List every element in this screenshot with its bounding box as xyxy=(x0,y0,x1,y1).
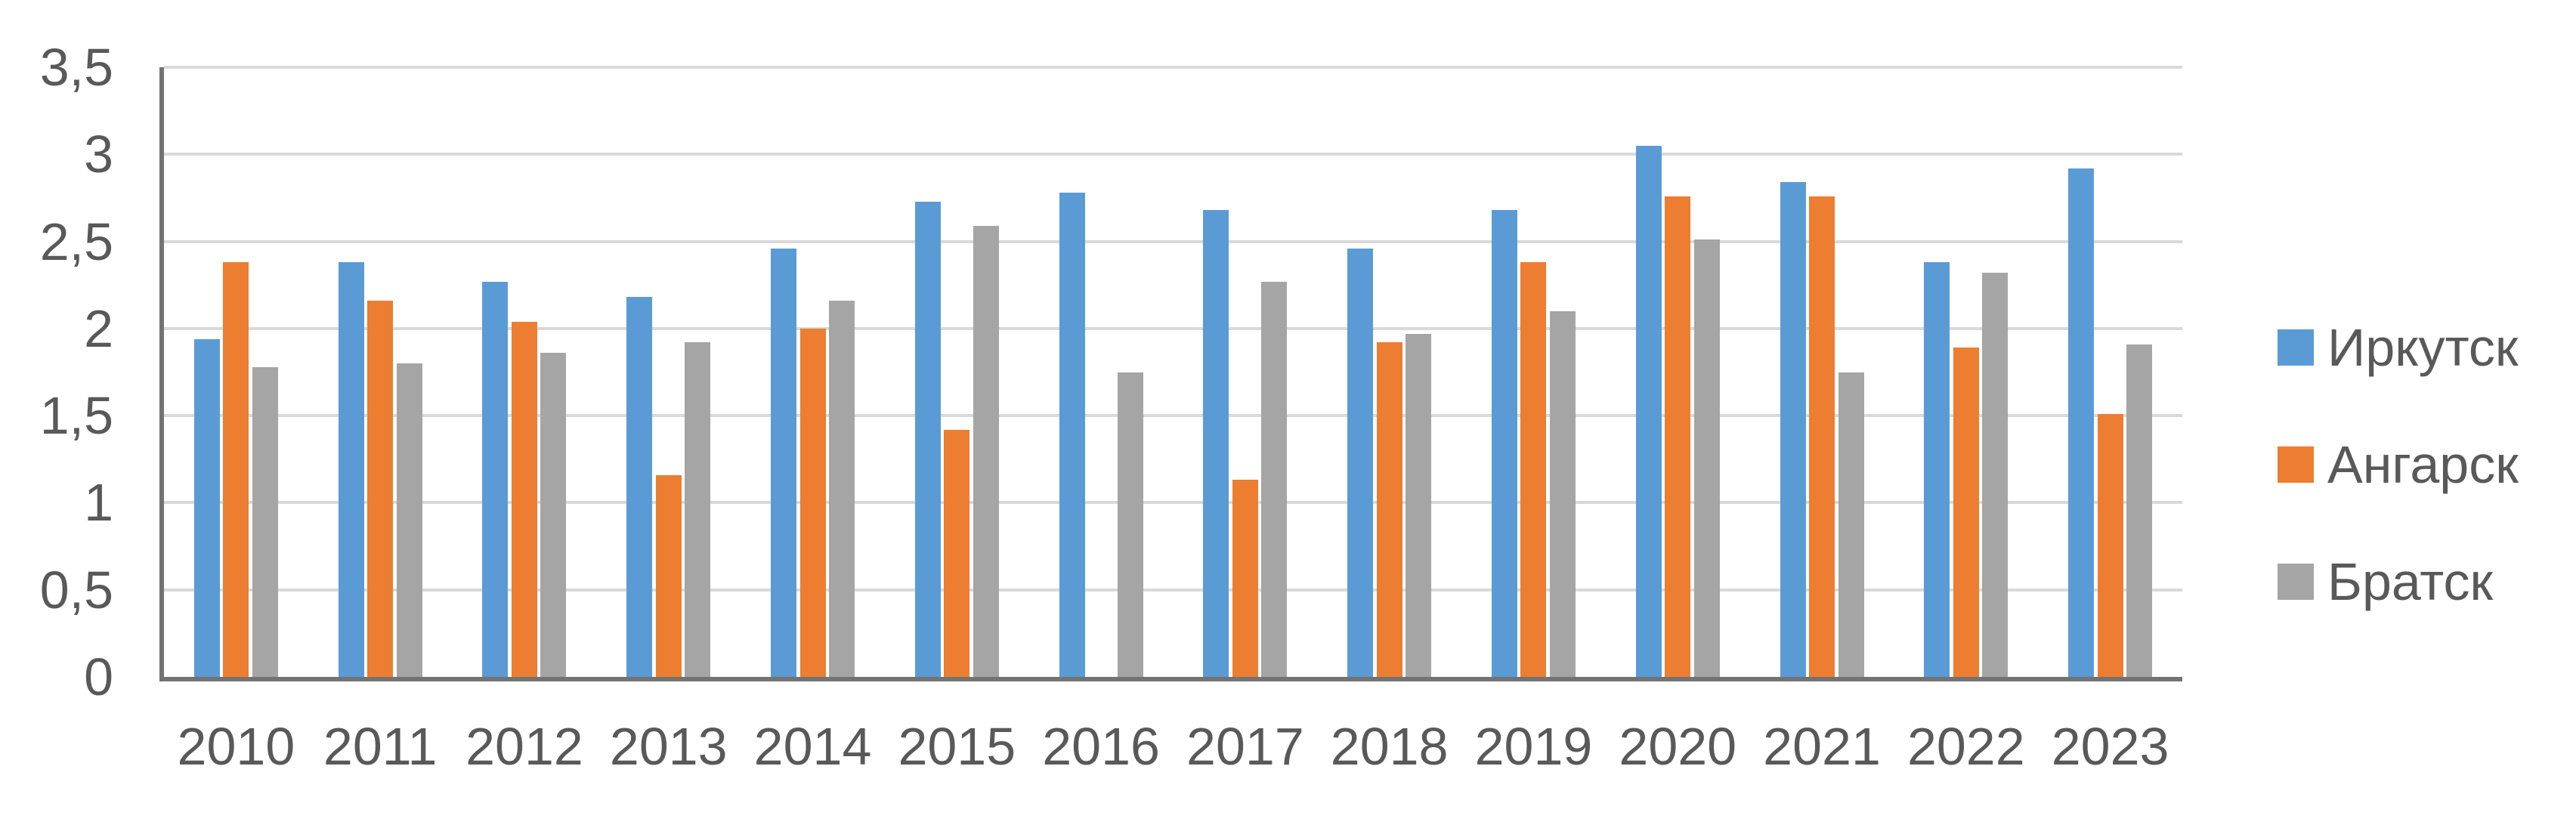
bar-Иркутск-2017 xyxy=(1203,210,1229,677)
bar-Иркутск-2023 xyxy=(2068,168,2095,677)
legend-swatch-icon xyxy=(2278,564,2314,600)
bar-Иркутск-2019 xyxy=(1491,210,1517,677)
x-tick-label: 2018 xyxy=(1330,717,1449,776)
y-tick-label: 2,5 xyxy=(39,212,113,271)
gridline xyxy=(164,239,2182,243)
bar-Братск-2019 xyxy=(1549,310,1576,677)
bar-Иркутск-2021 xyxy=(1780,182,1806,677)
bar-Ангарск-2022 xyxy=(1953,348,1979,677)
x-tick-label: 2021 xyxy=(1763,717,1881,776)
legend: Иркутск Ангарск Братск xyxy=(2278,0,2576,831)
bar-Братск-2017 xyxy=(1261,281,1288,677)
legend-swatch-icon xyxy=(2278,329,2314,366)
bar-Братск-2011 xyxy=(396,363,422,677)
bar-Ангарск-2014 xyxy=(799,328,826,677)
y-tick-label: 3 xyxy=(84,125,113,184)
bar-Иркутск-2015 xyxy=(914,201,941,677)
y-tick-label: 1 xyxy=(84,473,113,533)
bar-Иркутск-2016 xyxy=(1059,193,1085,677)
legend-label: Иркутск xyxy=(2327,318,2519,377)
gridline xyxy=(164,414,2182,418)
bar-Братск-2016 xyxy=(1117,372,1143,677)
bar-Иркутск-2011 xyxy=(338,262,364,677)
legend-swatch-icon xyxy=(2278,446,2314,483)
x-tick-label: 2016 xyxy=(1042,717,1160,776)
bar-Ангарск-2015 xyxy=(944,429,970,677)
bar-Братск-2023 xyxy=(2126,344,2153,677)
bar-Братск-2022 xyxy=(1982,273,2009,677)
bar-Иркутск-2020 xyxy=(1635,145,1662,677)
x-tick-label: 2020 xyxy=(1619,717,1737,776)
bar-Иркутск-2022 xyxy=(1924,262,1950,677)
x-tick-label: 2012 xyxy=(465,717,583,776)
legend-item-Иркутск: Иркутск xyxy=(2278,314,2519,382)
bar-Братск-2010 xyxy=(252,366,278,677)
gridline xyxy=(164,326,2182,330)
y-tick-label: 3,5 xyxy=(39,38,113,97)
x-tick-label: 2014 xyxy=(753,717,872,776)
gridline xyxy=(164,588,2182,592)
legend-label: Братск xyxy=(2327,552,2494,611)
x-tick-label: 2010 xyxy=(177,717,295,776)
bar-Братск-2015 xyxy=(973,225,999,677)
bar-Ангарск-2010 xyxy=(223,262,249,677)
bar-Ангарск-2018 xyxy=(1376,342,1402,677)
y-tick-label: 2 xyxy=(84,298,113,358)
bar-Иркутск-2013 xyxy=(626,297,653,677)
y-tick-label: 0,5 xyxy=(39,560,113,619)
x-tick-label: 2015 xyxy=(898,717,1016,776)
x-tick-label: 2019 xyxy=(1474,717,1593,776)
bar-Ангарск-2013 xyxy=(655,474,682,677)
bar-Иркутск-2010 xyxy=(193,338,220,677)
bar-Братск-2012 xyxy=(540,353,567,677)
x-tick-label: 2023 xyxy=(2051,717,2169,776)
bar-Ангарск-2012 xyxy=(511,321,537,677)
x-tick-label: 2013 xyxy=(609,717,728,776)
plot-area xyxy=(159,66,2182,681)
legend-item-Братск: Братск xyxy=(2278,548,2493,616)
x-tick-label: 2017 xyxy=(1186,717,1304,776)
y-tick-label: 0 xyxy=(84,647,113,706)
legend-item-Ангарск: Ангарск xyxy=(2278,431,2519,499)
bar-Ангарск-2017 xyxy=(1232,480,1258,677)
legend-label: Ангарск xyxy=(2327,435,2519,494)
gridline xyxy=(164,153,2182,156)
bar-Братск-2014 xyxy=(829,300,855,677)
x-tick-label: 2022 xyxy=(1906,717,2025,776)
bar-Иркутск-2014 xyxy=(771,248,797,677)
bar-Иркутск-2018 xyxy=(1347,248,1374,677)
bar-Братск-2021 xyxy=(1838,372,1864,677)
bar-Ангарск-2019 xyxy=(1520,262,1547,677)
bar-Ангарск-2023 xyxy=(2097,413,2123,677)
bar-Братск-2013 xyxy=(685,342,711,677)
y-tick-label: 1,5 xyxy=(39,386,113,446)
bar-Ангарск-2020 xyxy=(1665,196,1691,677)
bar-Братск-2020 xyxy=(1693,239,1720,677)
x-tick-label: 2011 xyxy=(323,717,438,776)
bar-Ангарск-2021 xyxy=(1809,196,1835,677)
bar-Братск-2018 xyxy=(1406,333,1432,677)
bar-Иркутск-2012 xyxy=(482,281,509,677)
bar-Ангарск-2011 xyxy=(367,300,394,677)
gridline xyxy=(164,66,2182,69)
gridline xyxy=(164,501,2182,505)
